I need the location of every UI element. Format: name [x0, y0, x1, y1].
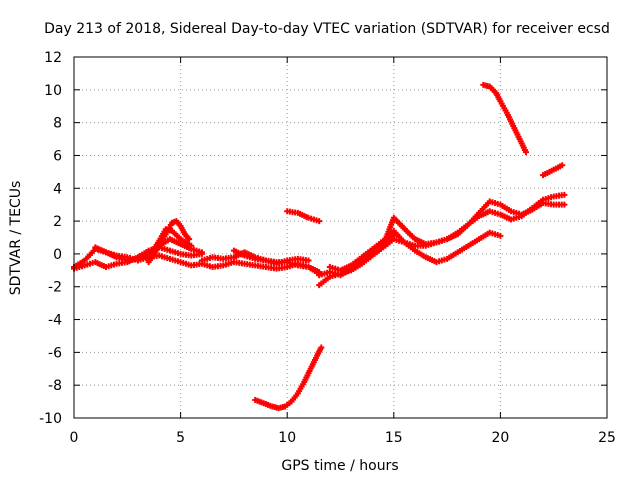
y-tick-label: -2 [48, 280, 62, 296]
y-tick-label: 0 [53, 247, 62, 263]
series-arc-l [326, 232, 397, 274]
y-tick-label: 4 [53, 181, 62, 197]
data-point [305, 257, 312, 264]
y-tick-label: -10 [39, 411, 62, 427]
y-tick-label: 2 [53, 214, 62, 230]
x-tick-label: 5 [176, 430, 185, 446]
series-arc-m [380, 198, 568, 249]
series-arc-h [284, 208, 323, 225]
data-point [186, 236, 193, 243]
x-tick-label: 20 [491, 430, 509, 446]
series-arc-g [230, 247, 323, 275]
series-arc-o [540, 162, 566, 179]
data-point [390, 232, 397, 239]
data-point [198, 250, 205, 257]
x-tick-label: 15 [385, 430, 403, 446]
data-point [497, 232, 504, 239]
series-arc-e [145, 226, 195, 261]
x-tick-label: 0 [70, 430, 79, 446]
axis-ticks: 0 5 10 15 20 25 -10 -8 -6 -4 -2 0 2 4 6 8 10 12 [39, 50, 616, 446]
data-point [559, 162, 566, 169]
y-tick-label: 8 [53, 116, 62, 132]
data-point [561, 191, 568, 198]
data-point [561, 201, 568, 208]
y-tick-label: -8 [48, 378, 62, 394]
plot-frame [73, 56, 608, 419]
data-series [71, 81, 568, 412]
data-point [318, 344, 325, 351]
data-point [522, 149, 529, 156]
y-tick-label: -6 [48, 345, 62, 361]
y-axis-label: SDTVAR / TECUs [8, 181, 24, 296]
x-tick-label: 10 [278, 430, 296, 446]
y-tick-label: 10 [44, 83, 62, 99]
y-tick-label: 12 [44, 50, 62, 66]
data-point [316, 218, 323, 225]
series-arc-n [480, 81, 529, 156]
y-tick-label: 6 [53, 148, 62, 164]
gridlines [74, 57, 607, 418]
x-axis-label: GPS time / hours [281, 458, 398, 474]
y-tick-label: -4 [48, 313, 62, 329]
x-tick-label: 25 [598, 430, 616, 446]
chart-title: Day 213 of 2018, Sidereal Day-to-day VTE… [44, 21, 610, 37]
data-point [188, 242, 195, 249]
series-arc-i [252, 344, 325, 412]
